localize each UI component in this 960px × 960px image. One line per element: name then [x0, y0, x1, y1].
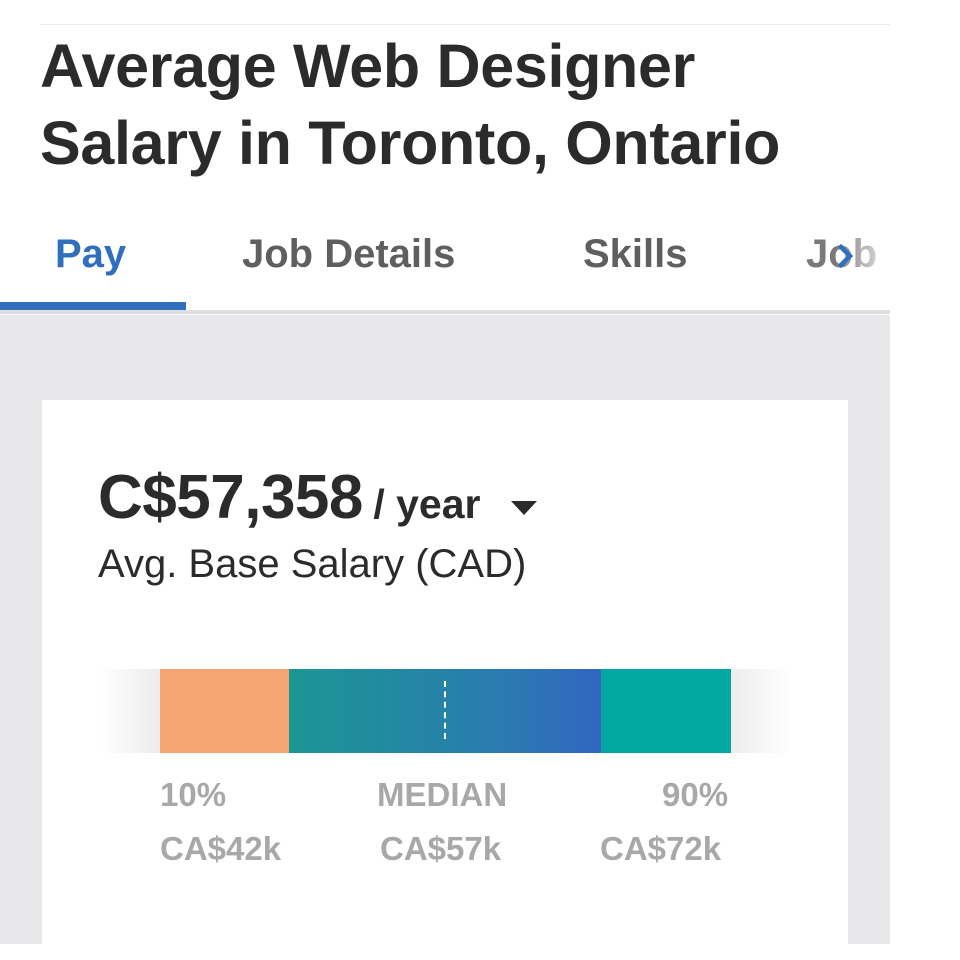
tab-pay[interactable]: Pay	[55, 232, 127, 276]
salary-headline: C$57,358 / year	[98, 462, 537, 533]
high-range-segment	[601, 669, 731, 753]
salary-card: C$57,358 / year Avg. Base Salary (CAD) 1…	[42, 400, 848, 960]
median-marker	[444, 681, 446, 739]
salary-range-bar	[98, 669, 792, 753]
low-percentile-label: 10%	[160, 776, 227, 813]
chevron-right-icon[interactable]	[834, 244, 858, 268]
high-value-label: CA$72k	[600, 830, 722, 867]
tab-job-details[interactable]: Job Details	[242, 232, 456, 276]
high-percentile-label: 90%	[662, 776, 729, 813]
salary-period: / year	[373, 481, 481, 527]
median-value-label: CA$57k	[380, 830, 502, 867]
salary-subtitle: Avg. Base Salary (CAD)	[98, 542, 527, 586]
median-label: MEDIAN	[377, 776, 508, 813]
tab-bar: Pay Job Details Skills Job	[0, 210, 890, 315]
caret-down-icon[interactable]	[510, 500, 537, 515]
salary-amount: C$57,358	[98, 463, 363, 532]
right-margin	[890, 0, 960, 944]
active-tab-indicator	[0, 302, 186, 310]
top-divider	[40, 24, 890, 25]
tab-bar-divider	[0, 310, 890, 314]
tab-skills[interactable]: Skills	[583, 232, 688, 276]
low-range-segment	[160, 669, 289, 753]
low-value-label: CA$42k	[160, 830, 282, 867]
page-title: Average Web Designer Salary in Toronto, …	[40, 32, 781, 177]
